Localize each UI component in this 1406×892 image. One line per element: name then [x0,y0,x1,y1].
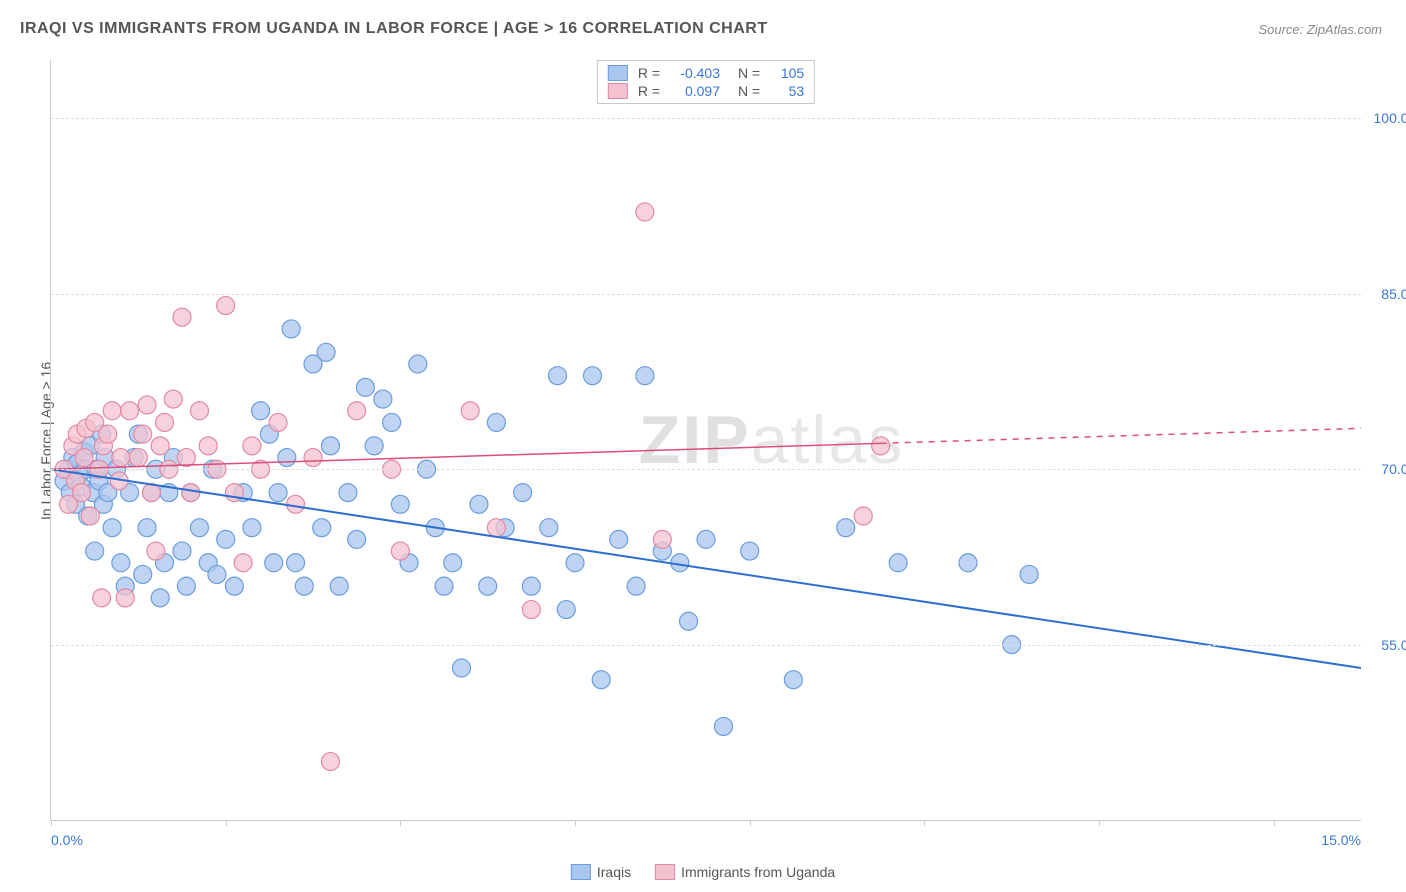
correlation-legend: R = -0.403 N = 105 R = 0.097 N = 53 [597,60,815,104]
n-value: 53 [770,83,804,99]
x-tick-label: 0.0% [51,832,83,848]
x-tick [51,820,52,826]
r-value: -0.403 [670,65,720,81]
legend-item: Iraqis [571,864,631,880]
r-label: R = [638,83,660,99]
y-tick-label: 70.0% [1366,461,1406,477]
n-label: N = [738,65,760,81]
x-tick [575,820,576,826]
plot-area: ZIPatlas R =-0.403N =105R =0.097N =53 55… [50,60,1361,821]
x-tick-label: 15.0% [1321,832,1361,848]
x-tick [1274,820,1275,826]
series-legend: Iraqis Immigrants from Uganda [571,864,835,880]
legend-label: Iraqis [597,864,631,880]
r-label: R = [638,65,660,81]
y-tick-label: 85.0% [1366,286,1406,302]
x-tick [750,820,751,826]
gridline [51,469,1361,470]
n-label: N = [738,83,760,99]
n-value: 105 [770,65,804,81]
x-tick [226,820,227,826]
y-tick-label: 100.0% [1366,110,1406,126]
chart-title: IRAQI VS IMMIGRANTS FROM UGANDA IN LABOR… [20,20,768,38]
gridline [51,645,1361,646]
gridline [51,118,1361,119]
chart-svg [51,60,1361,820]
gridline [51,294,1361,295]
legend-swatch [608,65,628,81]
x-tick [1099,820,1100,826]
chart-source: Source: ZipAtlas.com [1258,22,1382,37]
correlation-row: R = -0.403 N = 105 [608,65,804,81]
y-tick-label: 55.0% [1366,637,1406,653]
legend-swatch [655,864,675,880]
r-value: 0.097 [670,83,720,99]
legend-swatch [571,864,591,880]
legend-label: Immigrants from Uganda [681,864,835,880]
x-tick [924,820,925,826]
x-tick [400,820,401,826]
correlation-row: R = 0.097 N = 53 [608,83,804,99]
legend-item: Immigrants from Uganda [655,864,835,880]
legend-swatch [608,83,628,99]
